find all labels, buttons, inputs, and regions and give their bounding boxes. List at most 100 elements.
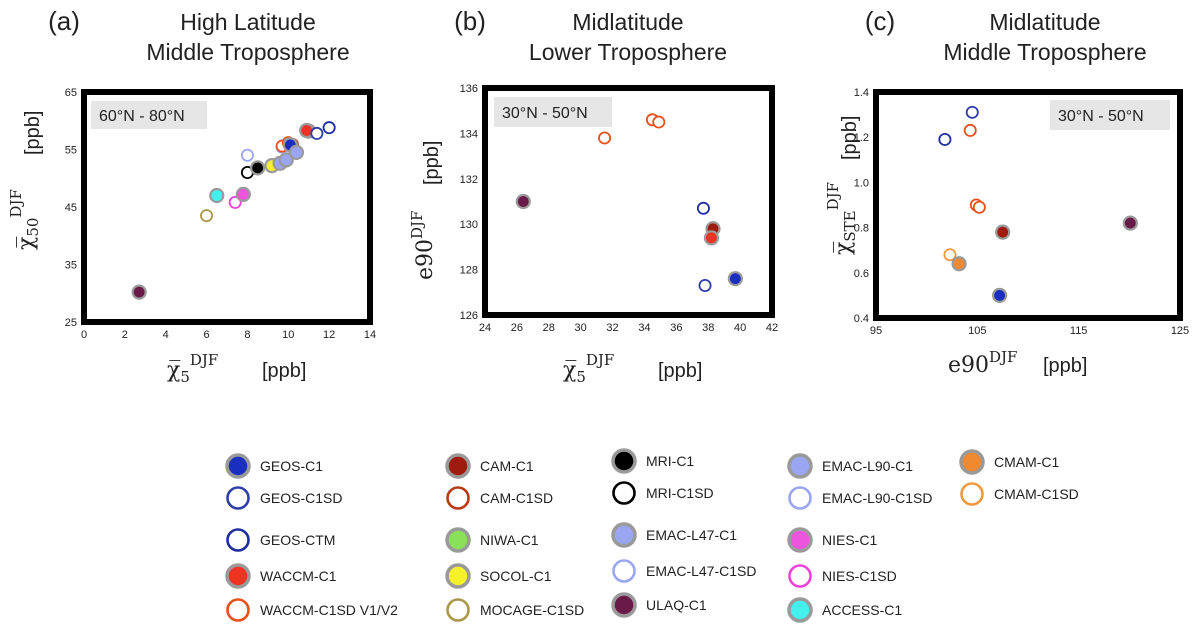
x-tick-label: 36 <box>670 322 682 334</box>
panel-title-line: Midlatitude <box>572 9 683 35</box>
x-tick-label: 8 <box>244 329 250 341</box>
legend-item: SOCOL-C1 <box>445 563 552 589</box>
legend-label: CMAM-C1 <box>994 454 1060 470</box>
legend-item: EMAC-L47-C1SD <box>612 559 756 583</box>
y-tick-label: 1.2 <box>854 132 869 144</box>
legend-label: WACCM-C1SD V1/V2 <box>260 602 398 618</box>
x-axis-unit: [ppb] <box>658 360 702 382</box>
data-point <box>209 187 225 204</box>
x-tick-label: 24 <box>479 322 491 334</box>
legend-label: ULAQ-C1 <box>646 597 707 613</box>
panel-title-line: High Latitude <box>180 9 316 35</box>
legend-marker <box>226 598 250 622</box>
y-tick-label: 132 <box>460 174 478 186</box>
legend-marker <box>225 563 251 589</box>
legend-label: GEOS-C1SD <box>260 490 342 506</box>
y-tick-label: 35 <box>65 260 77 272</box>
x-tick-label: 4 <box>163 329 169 341</box>
y-tick-label: 126 <box>460 310 478 322</box>
region-label: 30°N - 50°N <box>502 105 588 122</box>
legend-label: GEOS-CTM <box>260 532 335 548</box>
y-tick-label: 136 <box>460 83 478 95</box>
legend-label: EMAC-L90-C1 <box>822 458 913 474</box>
data-point <box>972 200 986 214</box>
data-point <box>200 209 214 223</box>
legend-marker <box>788 564 812 588</box>
panel-letter: (c) <box>865 6 895 36</box>
y-tick-label: 25 <box>65 317 77 329</box>
x-tick-label: 115 <box>1070 325 1088 337</box>
legend-item: GEOS-C1SD <box>226 486 342 510</box>
region-label: 30°N - 50°N <box>1058 108 1144 125</box>
legend-item: ACCESS-C1 <box>787 597 902 623</box>
x-tick-label: 10 <box>282 329 294 341</box>
x-tick-label: 95 <box>870 325 882 337</box>
data-point <box>696 201 710 215</box>
region-label-bg <box>1050 100 1170 130</box>
x-tick-label: 105 <box>968 325 986 337</box>
region-label: 60°N - 80°N <box>99 108 185 125</box>
data-point <box>322 121 336 135</box>
legend-label: ACCESS-C1 <box>822 602 902 618</box>
legend-label: NIES-C1SD <box>822 568 897 584</box>
y-tick-label: 1.0 <box>854 177 869 189</box>
panel-a: (a) High Latitude Middle Troposphere 60°N -… <box>7 6 376 386</box>
legend-marker <box>225 453 251 479</box>
data-point <box>703 230 720 246</box>
legend-item: MRI-C1SD <box>612 481 714 505</box>
legend-label: WACCM-C1 <box>260 568 337 584</box>
legend-item: GEOS-CTM <box>226 528 335 552</box>
y-axis-unit: [ppb] <box>421 141 443 185</box>
legend-label: MRI-C1SD <box>646 485 714 501</box>
legend-label: GEOS-C1 <box>260 458 323 474</box>
panel-c: (c) Midlatitude Middle Troposphere 30°N - 5… <box>824 6 1189 378</box>
legend-item: EMAC-L47-C1 <box>611 522 737 548</box>
legend-label: CAM-C1 <box>480 458 534 474</box>
data-point <box>963 123 977 137</box>
legend-marker <box>959 449 985 475</box>
legend-item: NIES-C1 <box>787 527 877 553</box>
x-tick-label: 12 <box>323 329 335 341</box>
data-point <box>965 105 979 119</box>
data-point <box>278 152 294 168</box>
data-point <box>598 131 612 145</box>
x-axis-unit: [ppb] <box>1043 355 1087 377</box>
data-point <box>652 115 666 129</box>
data-point <box>938 132 952 146</box>
legend-item: CAM-C1SD <box>446 486 553 510</box>
panel-b: (b) Midlatitude Lower Troposphere 30°N - 50… <box>408 6 778 386</box>
legend-marker <box>612 559 636 583</box>
legend-item: CMAM-C1SD <box>960 482 1079 506</box>
legend-item: CMAM-C1 <box>959 449 1060 475</box>
legend-marker <box>445 527 471 553</box>
x-tick-label: 30 <box>575 322 587 334</box>
panel-letter: (a) <box>48 6 80 36</box>
x-tick-label: 26 <box>511 322 523 334</box>
panel-title-line: Middle Troposphere <box>943 39 1146 65</box>
x-tick-label: 34 <box>638 322 650 334</box>
data-point <box>943 248 957 262</box>
legend-item: CAM-C1 <box>445 453 534 479</box>
legend-item: NIES-C1SD <box>788 564 897 588</box>
x-axis-label: e90DJF <box>948 348 1017 378</box>
legend-marker <box>787 527 813 553</box>
data-point <box>992 287 1008 303</box>
panel-title-line: Midlatitude <box>989 9 1100 35</box>
y-axis-label: χ̅50DJF <box>7 189 42 250</box>
legend-label: MOCAGE-C1SD <box>480 602 584 618</box>
legend-marker <box>960 482 984 506</box>
x-axis-unit: [ppb] <box>262 360 306 382</box>
y-axis-unit: [ppb] <box>22 111 44 155</box>
y-tick-label: 0.8 <box>854 223 869 235</box>
y-tick-label: 128 <box>460 265 478 277</box>
x-tick-label: 2 <box>122 329 128 341</box>
x-tick-label: 32 <box>606 322 618 334</box>
legend-marker <box>611 592 637 618</box>
legend-marker <box>611 522 637 548</box>
legend-marker <box>445 453 471 479</box>
x-axis-label: χ̅5DJF <box>167 351 218 386</box>
legend-marker <box>226 486 250 510</box>
x-tick-label: 14 <box>364 329 376 341</box>
legend-label: MRI-C1 <box>646 453 694 469</box>
